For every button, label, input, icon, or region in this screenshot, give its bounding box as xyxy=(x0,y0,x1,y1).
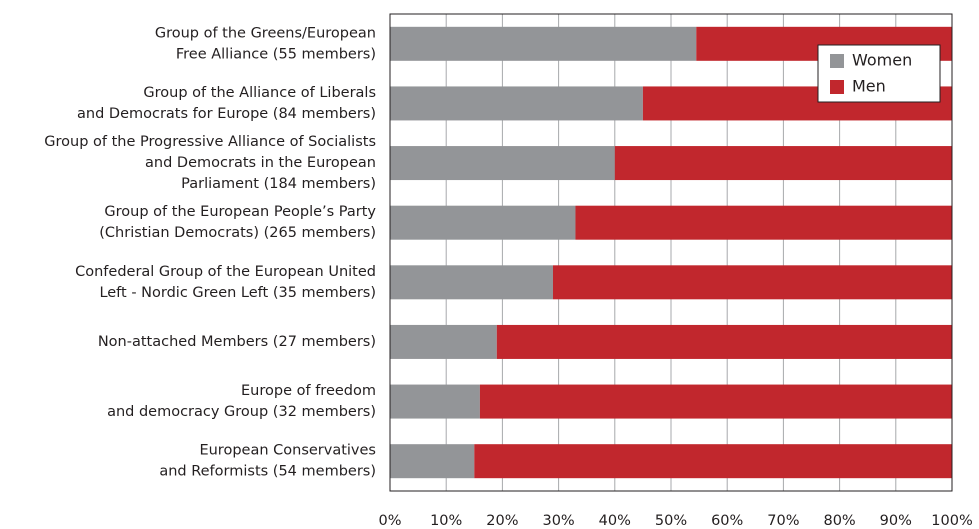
y-tick-label: and Reformists (54 members) xyxy=(159,464,376,480)
bar-segment xyxy=(390,324,497,359)
plot-border xyxy=(389,13,953,492)
x-tick-label: 70% xyxy=(767,513,799,529)
bar-segment xyxy=(496,324,952,359)
bar-segment xyxy=(390,444,475,479)
x-tick-label: 0% xyxy=(378,513,401,529)
y-tick-label: Parliament (184 members) xyxy=(181,176,376,192)
y-tick-label: Group of the European People’s Party xyxy=(104,204,376,220)
legend-swatch xyxy=(830,80,844,94)
x-tick-label: 20% xyxy=(486,513,518,529)
y-tick-label: Left - Nordic Green Left (35 members) xyxy=(99,285,376,301)
bar-segment xyxy=(390,205,576,240)
bar-segment xyxy=(552,265,952,300)
x-tick-label: 90% xyxy=(880,513,912,529)
legend-label: Women xyxy=(852,51,912,70)
bar-segment xyxy=(575,205,952,240)
legend-label: Men xyxy=(852,77,886,96)
x-tick-label: 40% xyxy=(599,513,631,529)
bar-segment xyxy=(390,384,480,419)
x-tick-label: 60% xyxy=(711,513,743,529)
legend-swatch xyxy=(830,54,844,68)
y-tick-label: Confederal Group of the European United xyxy=(75,264,376,280)
bar-segment xyxy=(479,384,952,419)
y-tick-label: Group of the Greens/European xyxy=(155,25,376,41)
x-tick-label: 10% xyxy=(430,513,462,529)
y-tick-label: Europe of freedom xyxy=(241,383,376,399)
y-tick-label: and democracy Group (32 members) xyxy=(107,404,376,420)
bar-segment xyxy=(390,146,615,181)
y-tick-label: Non-attached Members (27 members) xyxy=(98,334,376,350)
bar-segment xyxy=(390,26,697,61)
bar-segment xyxy=(474,444,952,479)
x-tick-label: 30% xyxy=(542,513,574,529)
y-tick-label: Free Alliance (55 members) xyxy=(176,46,376,62)
x-tick-label: 80% xyxy=(823,513,855,529)
y-tick-label: (Christian Democrats) (265 members) xyxy=(99,225,376,241)
y-tick-label: and Democrats for Europe (84 members) xyxy=(77,106,376,122)
x-tick-label: 100% xyxy=(931,513,972,529)
y-tick-label: Group of the Alliance of Liberals xyxy=(143,85,376,101)
bar-segment xyxy=(390,86,643,121)
y-tick-label: Group of the Progressive Alliance of Soc… xyxy=(44,134,376,150)
bar-segment xyxy=(614,146,952,181)
bar-segment xyxy=(390,265,553,300)
y-tick-label: European Conservatives xyxy=(199,443,376,459)
y-tick-label: and Democrats in the European xyxy=(145,155,376,171)
x-tick-label: 50% xyxy=(655,513,687,529)
